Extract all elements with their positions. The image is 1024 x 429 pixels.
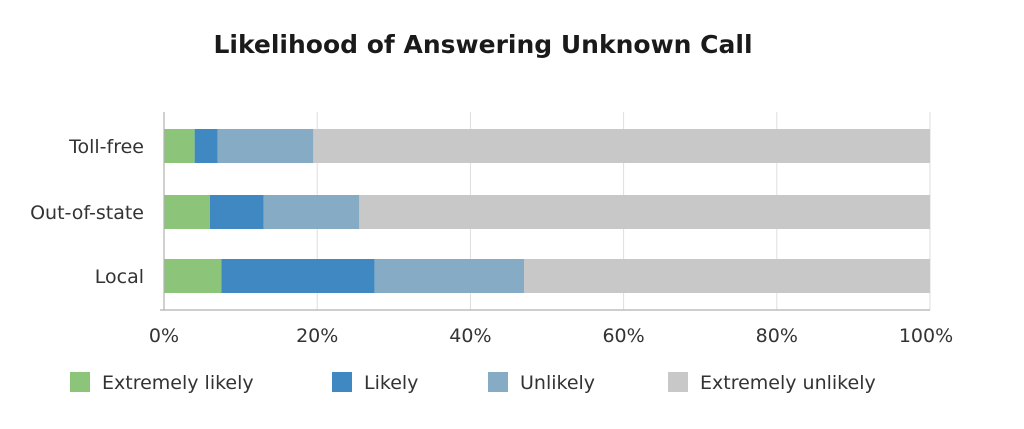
bar-segment	[194, 129, 218, 163]
legend-swatch	[332, 372, 352, 392]
category-label: Local	[95, 266, 144, 288]
axis	[160, 112, 930, 311]
bar-segment	[217, 129, 314, 163]
bar-segment	[164, 129, 195, 163]
legend-swatch	[488, 372, 508, 392]
legend-swatch	[70, 372, 90, 392]
legend-label: Likely	[364, 372, 418, 394]
bar-segment	[221, 259, 375, 293]
bar-segment	[524, 259, 930, 293]
legend-label: Unlikely	[520, 372, 595, 394]
bar-segment	[359, 195, 931, 229]
bar-segment	[374, 259, 525, 293]
x-tick-label: 60%	[602, 325, 644, 347]
x-tick-label: 40%	[449, 325, 491, 347]
legend-swatch	[668, 372, 688, 392]
x-tick-label: 0%	[149, 325, 179, 347]
category-label: Out-of-state	[30, 202, 144, 224]
category-labels: Toll-free Out-of-state Local	[30, 136, 144, 288]
tick-labels: 0% 20% 40% 60% 80% 100%	[149, 325, 953, 347]
bar-segment	[263, 195, 360, 229]
bars	[164, 129, 931, 293]
legend-label: Extremely unlikely	[700, 372, 876, 394]
x-tick-label: 80%	[756, 325, 798, 347]
legend-label: Extremely likely	[102, 372, 254, 394]
bar-segment	[209, 195, 264, 229]
legend: Extremely likely Likely Unlikely Extremely …	[70, 372, 876, 394]
bar-segment	[164, 259, 222, 293]
x-tick-label: 20%	[296, 325, 338, 347]
chart-title: Likelihood of Answering Unknown Call	[213, 30, 753, 59]
category-label: Toll-free	[68, 136, 144, 158]
bar-segment	[164, 195, 210, 229]
x-tick-label: 100%	[899, 325, 953, 347]
bar-segment	[313, 129, 930, 163]
